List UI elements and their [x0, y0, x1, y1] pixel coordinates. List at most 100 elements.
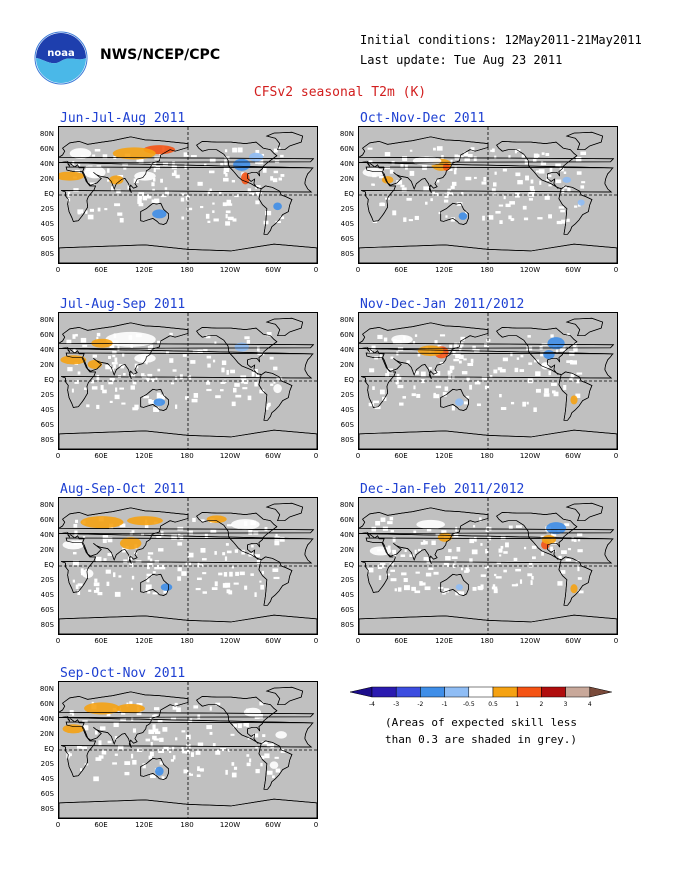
lat-label: 80S [40, 436, 54, 445]
lon-label: 120W [519, 266, 541, 274]
lon-label: 0 [355, 266, 361, 274]
lon-label: 60E [94, 821, 108, 829]
lon-label: 60E [94, 452, 108, 460]
temperature-map [358, 497, 618, 635]
org-name: NWS/NCEP/CPC [100, 47, 221, 63]
panel-title: Oct-Nov-Dec 2011 [360, 111, 486, 126]
colorbar-tick-label: 3 [563, 701, 568, 708]
lon-label: 60W [265, 821, 281, 829]
lat-label: EQ [44, 376, 54, 384]
anomaly-region [153, 398, 166, 406]
lon-label: 180 [180, 266, 194, 274]
anomaly-region [570, 395, 578, 405]
lat-label: 80N [39, 129, 54, 138]
lat-label: 60N [339, 330, 354, 339]
lat-label: 60S [40, 421, 54, 430]
lat-label: 20N [339, 545, 354, 554]
map-svg [359, 313, 617, 449]
anomaly-region [84, 702, 120, 715]
noaa-logo-text: noaa [47, 48, 75, 59]
colorbar-tick-label: -4 [369, 701, 375, 708]
lon-label: 180 [480, 266, 494, 274]
initial-conditions: Initial conditions: 12May2011-21May2011 [360, 33, 642, 47]
lat-label: 60N [39, 515, 54, 524]
colorbar-tick-label: 2 [539, 701, 544, 708]
colorbar-segment [468, 686, 494, 698]
colorbar-tick-label: 1 [515, 701, 520, 708]
anomaly-region [233, 158, 251, 171]
colorbar-high-arrow [589, 686, 612, 698]
lat-label: 20S [340, 205, 354, 214]
lon-label: 60W [265, 266, 281, 274]
color-bar-svg [349, 686, 612, 698]
lon-label: 120E [435, 452, 453, 460]
anomaly-region [119, 537, 142, 550]
colorbar-segment [516, 686, 542, 698]
anomaly-region [109, 175, 124, 185]
anomaly-region [231, 519, 260, 530]
temperature-map [58, 681, 318, 819]
panel-title: Jul-Aug-Sep 2011 [60, 297, 186, 312]
lat-label: 40N [39, 714, 54, 723]
anomaly-region [455, 398, 464, 406]
lat-label: 40N [339, 159, 354, 168]
anomaly-region [248, 152, 264, 162]
anomaly-region [273, 384, 282, 394]
anomaly-region [543, 350, 555, 360]
lat-label: 80N [39, 500, 54, 509]
lat-label: 40N [39, 159, 54, 168]
anomaly-region [206, 515, 227, 523]
panel-title: Aug-Sep-Oct 2011 [60, 482, 186, 497]
anomaly-region [87, 359, 102, 369]
lon-label: 180 [180, 821, 194, 829]
anomaly-region [417, 345, 444, 357]
colorbar-tick-label: -2 [417, 701, 424, 708]
anomaly-region [62, 540, 85, 550]
lat-label: EQ [344, 561, 354, 569]
skill-note-line1: (Areas of expected skill less [385, 716, 578, 729]
lon-label: 0 [55, 266, 61, 274]
map-svg [59, 127, 317, 263]
temperature-map [58, 126, 318, 264]
lon-label: 60W [265, 637, 281, 645]
anomaly-region [60, 355, 87, 365]
anomaly-region [134, 353, 156, 363]
temperature-map [358, 312, 618, 450]
anomaly-region [570, 584, 578, 594]
lon-label: 60W [265, 452, 281, 460]
lon-label: 120E [135, 821, 153, 829]
anomaly-region [69, 148, 92, 159]
lat-label: EQ [344, 376, 354, 384]
temperature-map [358, 126, 618, 264]
last-update: Last update: Tue Aug 23 2011 [360, 53, 563, 67]
lat-label: 40S [40, 220, 54, 229]
color-bar [349, 684, 630, 710]
temperature-map [58, 497, 318, 635]
lat-label: 40N [39, 345, 54, 354]
anomaly-region [362, 167, 385, 177]
panel-title: Jun-Jul-Aug 2011 [60, 111, 186, 126]
anomaly-region [455, 584, 463, 591]
colorbar-segment [492, 686, 518, 698]
anomaly-region [112, 147, 156, 160]
colorbar-segment [444, 686, 470, 698]
map-svg [59, 682, 317, 818]
lon-label: 120W [519, 452, 541, 460]
lat-label: 60S [340, 235, 354, 244]
lon-label: 0 [313, 821, 319, 829]
lat-label: 20N [39, 360, 54, 369]
colorbar-segment [541, 686, 566, 698]
lon-label: 0 [55, 452, 61, 460]
lat-label: EQ [44, 561, 54, 569]
lon-label: 60W [565, 452, 581, 460]
colorbar-tick-label: -0.5 [462, 701, 475, 708]
colorbar-segment [420, 686, 445, 698]
anomaly-region [275, 731, 287, 739]
lat-label: 60N [339, 515, 354, 524]
panel-title: Sep-Oct-Nov 2011 [60, 666, 186, 681]
map-svg [359, 127, 617, 263]
panel-title: Dec-Jan-Feb 2011/2012 [360, 482, 525, 497]
lon-label: 60E [394, 637, 408, 645]
lat-label: 40S [340, 220, 354, 229]
lat-label: 20S [40, 205, 54, 214]
